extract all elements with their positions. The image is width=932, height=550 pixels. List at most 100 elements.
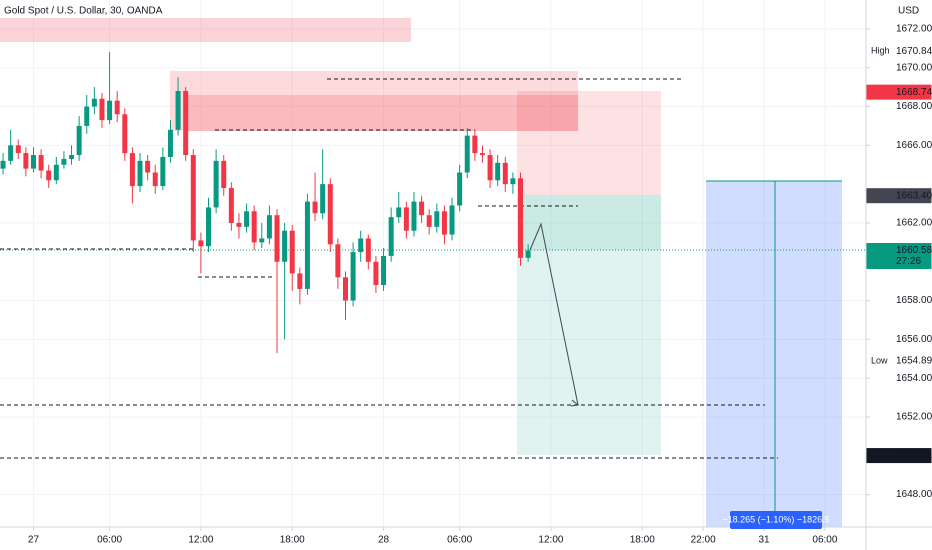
price-marker-label: 1670.845 — [896, 46, 932, 57]
x-tick-label: 18:00 — [630, 535, 655, 546]
price-marker-label: 1663.405 — [896, 190, 932, 201]
candle-body — [487, 155, 493, 181]
y-tick-label: 1658.000 — [896, 295, 932, 306]
candle-body — [358, 238, 364, 253]
projection-arrow — [529, 222, 579, 406]
candle-body — [426, 215, 432, 227]
candle-body — [206, 207, 212, 247]
candles — [0, 52, 531, 353]
candle-body — [335, 244, 341, 278]
candle-body — [244, 211, 250, 227]
price-marker-tag-label: Low — [871, 355, 888, 365]
candle-body — [122, 114, 128, 154]
price-marker-tag-label: High — [871, 46, 890, 56]
candle-body — [99, 98, 105, 121]
x-tick-label: 31 — [758, 535, 770, 546]
y-tick-label: 1672.000 — [896, 24, 932, 35]
candle-body — [175, 91, 181, 130]
target-zone — [517, 195, 661, 455]
drawings — [0, 18, 866, 527]
candle-body — [160, 156, 166, 187]
price-marker-label: 1654.890 — [896, 356, 932, 367]
date-range — [706, 181, 842, 527]
candle-body — [282, 230, 288, 262]
candle-body — [259, 238, 265, 243]
x-tick-label: 28 — [378, 535, 390, 546]
candle-body — [236, 222, 242, 227]
candle-body — [76, 125, 82, 156]
candle-body — [183, 91, 189, 156]
candle-body — [510, 178, 516, 185]
price-marker — [866, 242, 932, 269]
axes: 1648.000 1652.000 1654.000 1656.000 1658.000… — [28, 24, 932, 546]
candle-body — [107, 100, 113, 121]
candle-body — [472, 135, 478, 154]
x-tick-label: 06:00 — [97, 535, 122, 546]
candle-body — [502, 162, 508, 185]
candle-body — [137, 160, 143, 187]
candle-body — [84, 106, 90, 126]
candle-body — [403, 207, 409, 231]
candle-body — [0, 160, 6, 169]
candle-body — [69, 155, 75, 159]
candle-body — [373, 261, 379, 286]
countdown: 27:26 — [896, 256, 921, 267]
price-marker-tag — [867, 353, 892, 368]
y-tick-label: 1666.000 — [896, 140, 932, 151]
dashed-levels — [0, 78, 778, 459]
candle-body — [46, 170, 52, 181]
candle-body — [464, 135, 470, 173]
position-label-box — [730, 511, 822, 529]
candle-body — [320, 184, 326, 214]
candle-body — [251, 211, 257, 243]
candle-body — [411, 201, 417, 231]
candle-body — [114, 100, 120, 115]
x-tick-label: 18:00 — [280, 535, 305, 546]
price-marker-label: 1660.580 — [896, 245, 932, 256]
candle-body — [441, 211, 447, 235]
candle-body — [449, 205, 455, 235]
candle-body — [479, 153, 485, 156]
candle-body — [15, 145, 21, 154]
candle-body — [312, 201, 318, 214]
candle-body — [434, 211, 440, 227]
candle-body — [518, 178, 524, 258]
candle-body — [304, 201, 310, 289]
candle-body — [365, 238, 371, 262]
x-tick-label: 27 — [28, 535, 40, 546]
candle-body — [388, 217, 394, 256]
price-marker-label: 1650.011 — [896, 450, 932, 461]
candle-body — [350, 252, 356, 301]
candle-body — [327, 184, 333, 245]
candle-body — [228, 188, 234, 223]
price-marker — [866, 448, 932, 464]
arrow-head — [570, 399, 580, 407]
y-tick-label: 1654.000 — [896, 373, 932, 384]
candle-body — [38, 155, 44, 171]
candle-body — [457, 172, 463, 206]
candle-body — [289, 230, 295, 274]
supply-zone — [0, 18, 411, 42]
supply-zone — [170, 71, 578, 131]
candle-body — [61, 158, 67, 165]
candle-body — [495, 162, 501, 181]
x-tick-label: 06:00 — [812, 535, 837, 546]
y-tick-label: 1648.000 — [896, 489, 932, 500]
candle-body — [30, 155, 36, 169]
x-tick-label: 12:00 — [188, 535, 213, 546]
y-tick-label: 1668.000 — [896, 101, 932, 112]
candle-body — [213, 160, 219, 208]
y-tick-label: 1656.000 — [896, 334, 932, 345]
target-zone — [517, 195, 661, 250]
candle-body — [53, 164, 59, 181]
x-tick-label: 22:00 — [691, 535, 716, 546]
candle-body — [167, 129, 173, 157]
candle-body — [8, 145, 14, 161]
time-axis — [0, 527, 932, 550]
candle-body — [190, 155, 196, 241]
x-tick-label: 12:00 — [538, 535, 563, 546]
x-tick-label: 06:00 — [447, 535, 472, 546]
candle-body — [419, 201, 425, 216]
y-tick-label: 1662.000 — [896, 218, 932, 229]
